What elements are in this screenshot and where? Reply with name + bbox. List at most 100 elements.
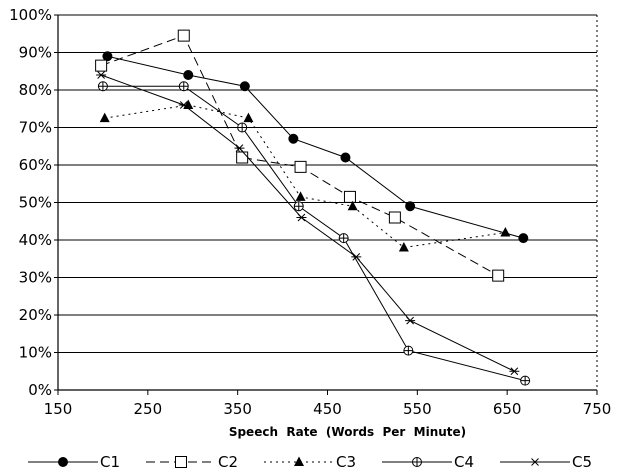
data-point-c4 [338,233,349,244]
y-tick-label: 10% [19,344,52,362]
marker-shape [102,51,113,62]
legend-marker [175,456,187,468]
series-c4 [97,81,531,386]
marker-shape [518,233,529,244]
marker-shape [340,152,351,163]
marker-shape [288,133,299,144]
marker-shape [352,253,361,261]
legend: C1 C2 C3 C4 C5 [28,453,592,471]
marker-shape [295,191,306,201]
legend-label: C2 [218,453,238,471]
x-tick-label: 350 [223,400,252,418]
marker-shape [175,456,187,468]
data-point-c2 [177,29,190,42]
grid-lines [58,14,597,353]
data-point-c3 [347,200,358,211]
legend-label: C3 [336,453,356,471]
marker-shape [97,71,105,79]
data-point-c5 [405,316,416,325]
data-point-c4 [97,81,108,92]
data-point-c4 [178,81,189,92]
data-point-c1 [518,233,529,244]
legend-label: C4 [454,453,474,471]
marker-shape [99,112,110,123]
data-point-c5 [509,367,520,376]
data-point-c3 [243,112,254,123]
data-point-c5 [234,144,245,152]
data-point-c1 [405,201,416,212]
series-line-c1 [107,55,524,239]
data-point-c2 [388,211,401,224]
marker-shape [239,81,250,92]
marker-shape [297,213,306,222]
data-point-c1 [183,70,194,80]
y-tick-label: 0% [28,381,52,399]
y-tick-label: 90% [19,44,52,62]
data-point-c1 [340,152,351,163]
x-tick-label: 550 [403,400,432,418]
marker-shape [179,101,188,109]
y-tick-label: 80% [19,81,52,99]
axes [54,14,598,395]
marker-shape [405,201,416,212]
legend-marker [294,456,304,466]
data-point-c2 [492,269,505,282]
series-c1 [102,51,529,244]
legend-item-c1: C1 [28,453,120,471]
legend-marker [58,457,68,467]
marker-shape [177,29,190,42]
marker-shape [510,367,519,376]
marker-shape [58,457,68,467]
series-line-c5 [100,74,515,372]
data-point-c5 [96,71,107,79]
marker-shape [347,200,358,211]
data-point-c1 [102,51,113,62]
x-tick-label: 150 [44,400,73,418]
x-tick-label: 650 [493,400,522,418]
legend-item-c5: C5 [500,453,592,471]
data-point-c1 [239,81,250,92]
data-point-c3 [99,112,110,123]
data-point-c2 [343,190,356,203]
marker-shape [294,456,304,466]
marker-shape [500,227,511,237]
series-c2 [95,29,505,282]
data-point-c5 [178,101,189,109]
data-point-c4 [293,201,304,212]
data-point-c2 [294,160,307,173]
marker-shape [531,458,539,466]
y-tick-label: 20% [19,306,52,324]
marker-shape [236,151,249,164]
data-point-c2 [236,151,249,164]
data-point-c2 [95,59,108,72]
series-line-c3 [104,104,506,249]
data-point-c3 [500,227,511,237]
legend-label: C1 [100,453,120,471]
marker-shape [398,242,409,252]
legend-marker [412,457,422,467]
data-point-c4 [403,345,414,356]
y-tick-label: 50% [19,194,52,212]
marker-shape [343,190,356,203]
x-tick-label: 750 [583,400,612,418]
data-point-c4 [520,375,531,386]
legend-label: C5 [572,453,592,471]
legend-item-c4: C4 [382,453,474,471]
x-axis-label: Speech Rate (Words Per Minute) [229,425,466,439]
data-point-c5 [351,253,362,261]
marker-shape [243,112,254,123]
legend-marker [530,458,540,466]
tick-labels: 0% 10% 20% 30% 40% 50% 60% 70% 80% 90% 100% 150 250 3… [9,6,611,418]
y-tick-label: 70% [19,119,52,137]
x-tick-label: 450 [313,400,342,418]
marker-shape [95,59,108,72]
marker-shape [388,211,401,224]
marker-shape [294,160,307,173]
series-c3 [99,99,511,252]
y-tick-label: 30% [19,269,52,287]
data-point-c4 [237,122,248,133]
marker-shape [183,70,194,80]
legend-item-c3: C3 [264,453,356,471]
series-line-c4 [102,85,526,382]
